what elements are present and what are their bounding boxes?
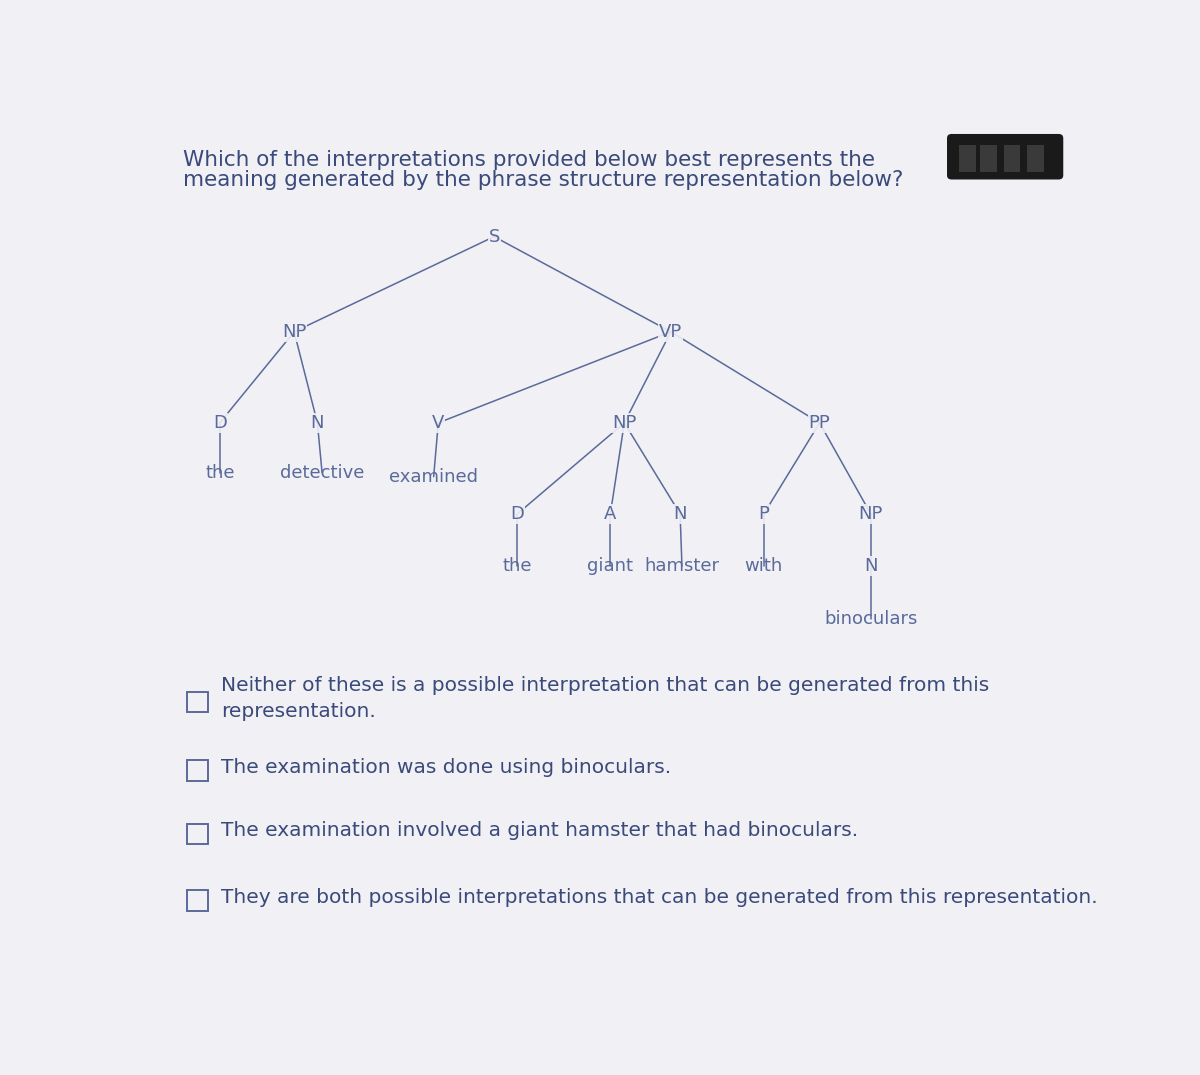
Text: examined: examined [389,468,478,486]
Text: V: V [432,414,444,432]
Text: S: S [488,228,499,245]
FancyBboxPatch shape [980,145,997,172]
Text: NP: NP [612,414,636,432]
FancyBboxPatch shape [959,145,976,172]
Text: PP: PP [809,414,830,432]
Text: NP: NP [282,322,306,341]
Text: P: P [758,505,769,522]
Text: The examination was done using binoculars.: The examination was done using binocular… [221,758,671,777]
FancyBboxPatch shape [1003,145,1020,172]
Text: binoculars: binoculars [824,610,918,628]
Text: the: the [503,557,532,575]
Text: N: N [673,505,686,522]
FancyBboxPatch shape [1027,145,1044,172]
Text: VP: VP [659,322,683,341]
Text: with: with [745,557,782,575]
Text: detective: detective [280,463,365,482]
Text: giant: giant [587,557,634,575]
Text: meaning generated by the phrase structure representation below?: meaning generated by the phrase structur… [182,170,902,190]
Text: N: N [864,557,877,575]
Text: D: D [212,414,227,432]
Text: Which of the interpretations provided below best represents the: Which of the interpretations provided be… [182,149,875,170]
Text: hamster: hamster [644,557,720,575]
Text: The examination involved a giant hamster that had binoculars.: The examination involved a giant hamster… [221,821,858,841]
Text: Neither of these is a possible interpretation that can be generated from this
re: Neither of these is a possible interpret… [221,676,989,721]
Text: N: N [311,414,324,432]
Text: They are both possible interpretations that can be generated from this represent: They are both possible interpretations t… [221,888,1097,906]
Text: A: A [604,505,617,522]
Text: NP: NP [858,505,883,522]
FancyBboxPatch shape [947,134,1063,180]
Text: the: the [205,463,234,482]
Text: D: D [510,505,524,522]
